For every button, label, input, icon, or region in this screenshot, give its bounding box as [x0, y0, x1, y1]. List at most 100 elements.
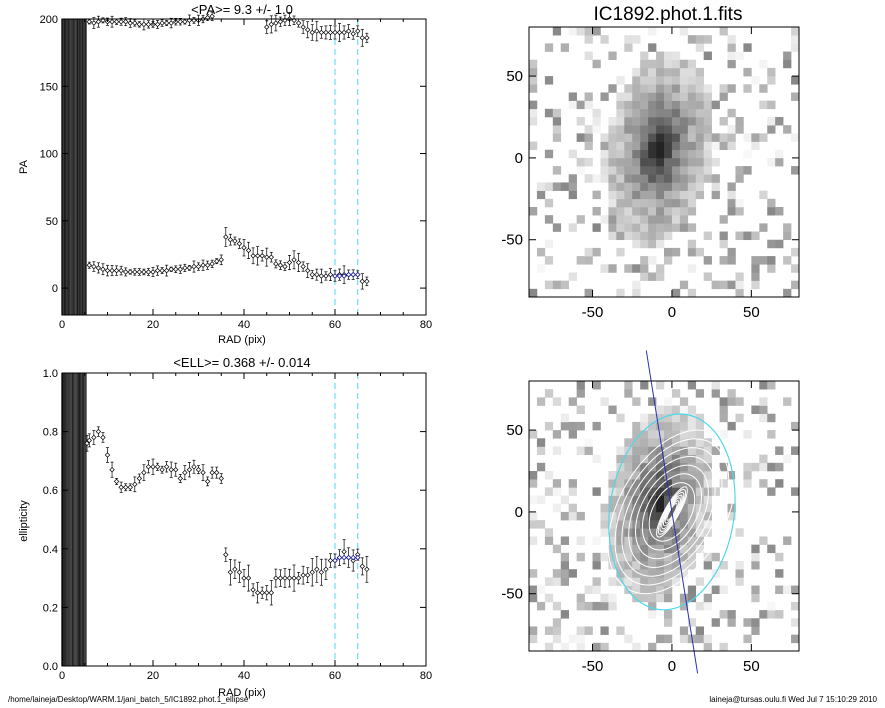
data-point [163, 264, 170, 277]
data-point [364, 555, 370, 583]
data-point [345, 24, 352, 39]
data-point [209, 466, 215, 479]
x-tick-label: 0 [59, 670, 65, 682]
isophote-ellipse [661, 494, 683, 530]
data-point [341, 25, 347, 40]
major-axis-line [645, 350, 699, 674]
data-point [95, 426, 102, 437]
y-tick-label: 0 [515, 504, 523, 521]
contour-image-panel: -50 0 50 -50 0 50 [501, 350, 800, 675]
data-point [273, 568, 279, 588]
data-point [100, 263, 106, 276]
x-tick-label: -50 [582, 658, 604, 675]
data-point [277, 260, 284, 270]
data-point [132, 476, 138, 493]
fit-point [345, 554, 352, 561]
data-point [186, 265, 193, 271]
data-point [264, 20, 270, 34]
data-point [113, 265, 120, 276]
data-point [168, 17, 174, 29]
contour-image-axes: -50 0 50 -50 0 50 [501, 380, 800, 675]
data-point [282, 262, 288, 271]
isophote-ellipse [662, 497, 681, 527]
data-point [173, 462, 179, 477]
data-point [295, 253, 302, 272]
data-point [332, 25, 338, 40]
data-point [159, 19, 165, 27]
data-point [118, 17, 124, 26]
data-point [268, 251, 274, 263]
fit-point [341, 273, 347, 279]
data-point [141, 464, 147, 481]
data-point [305, 21, 311, 39]
data-point [173, 265, 179, 273]
data-point [136, 473, 143, 484]
data-point [191, 459, 197, 474]
data-point [118, 481, 124, 493]
data-point [218, 473, 224, 484]
fit-point [332, 273, 338, 279]
data-point [136, 21, 143, 28]
data-point [305, 567, 311, 583]
data-point [318, 558, 325, 586]
isophote-ellipse [657, 489, 687, 535]
data-point [91, 261, 97, 272]
data-point [86, 18, 92, 25]
x-tick-label: 20 [147, 670, 159, 682]
data-point [264, 585, 270, 601]
data-point [200, 464, 206, 481]
galaxy-image-axes: -50 0 50 -50 0 50 [501, 26, 800, 321]
x-tick-label: 0 [668, 304, 676, 321]
data-point [314, 555, 320, 583]
data-point [104, 447, 111, 463]
data-point [309, 270, 315, 280]
fit-point [341, 554, 347, 561]
data-point [191, 17, 197, 24]
y-tick-label: 0 [515, 150, 523, 167]
isophote-ellipse [628, 455, 716, 568]
fit-point [336, 273, 343, 279]
x-tick-label: -50 [582, 304, 604, 321]
galaxy-image-panel: IC1892.phot.1.fits -50 0 50 -50 0 50 [501, 4, 800, 321]
isophote-ellipse [621, 447, 723, 577]
data-point [109, 265, 115, 277]
data-point [327, 553, 334, 568]
isophote-ellipse [666, 503, 678, 521]
data-point [291, 15, 297, 26]
data-point [177, 264, 183, 274]
x-tick-label: 0 [668, 658, 676, 675]
data-point [91, 17, 97, 29]
data-point [277, 569, 284, 587]
galaxy-image [529, 27, 800, 298]
data-point [323, 558, 329, 580]
x-tick-label: 60 [329, 670, 341, 682]
data-point [277, 16, 284, 27]
data-point [223, 547, 229, 562]
x-axis-label: RAD (pix) [218, 687, 266, 699]
data-point [182, 465, 188, 481]
data-point [273, 259, 279, 269]
data-point [227, 559, 234, 586]
footer-file-path: /home/laineja/Desktop/WARM.1/jani_batch_… [8, 695, 249, 704]
data-point [259, 250, 265, 262]
data-point [273, 14, 279, 32]
data-point [241, 239, 247, 257]
y-tick-label: -50 [501, 586, 523, 603]
data-point [254, 246, 261, 266]
pa-marks [61, 11, 370, 315]
data-point [364, 32, 370, 43]
fit-point [345, 271, 352, 278]
data-point [95, 262, 102, 274]
data-point [86, 433, 92, 448]
data-point [113, 477, 120, 485]
x-tick-label: 40 [238, 319, 250, 331]
y-axis-label: PA [18, 159, 30, 174]
data-point [218, 254, 224, 266]
data-point [95, 15, 102, 28]
data-point [268, 15, 274, 34]
pa-axes: 0 20 40 60 80 0 50 100 150 200 [40, 14, 432, 331]
data-point [286, 568, 293, 588]
data-point [195, 262, 202, 271]
data-point [359, 557, 365, 576]
data-point [168, 461, 174, 478]
